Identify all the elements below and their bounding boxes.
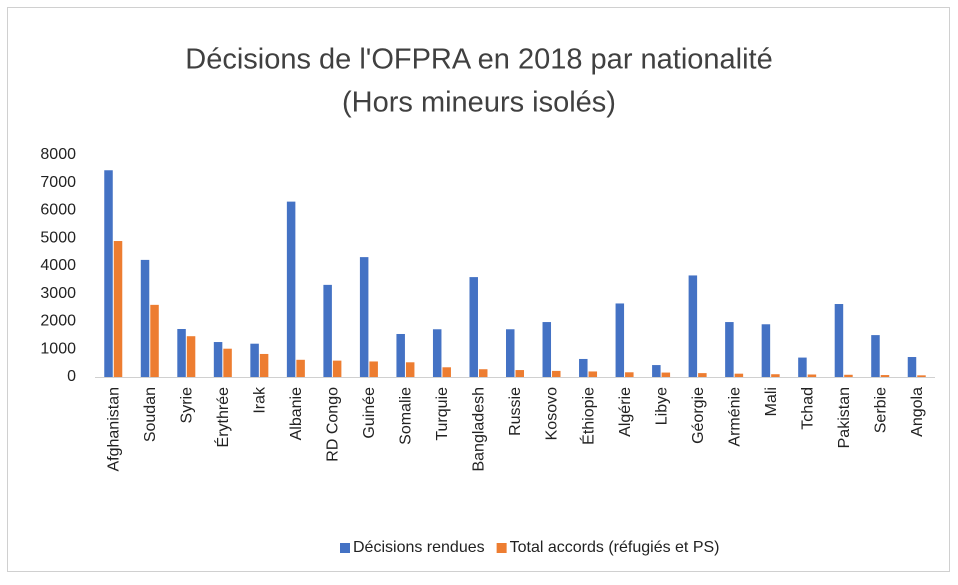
y-tick-label: 1000 xyxy=(40,340,76,357)
x-tick-label: Syrie xyxy=(179,387,196,424)
bar xyxy=(359,257,369,377)
bar xyxy=(579,358,588,377)
bar xyxy=(798,357,807,377)
chart-subtitle: (Hors mineurs isolés) xyxy=(342,87,616,119)
x-tick-label: Éthiopie xyxy=(578,387,597,445)
y-tick-label: 3000 xyxy=(40,285,76,302)
bar xyxy=(542,322,552,377)
x-tick-label: Arménie xyxy=(726,387,743,447)
bar xyxy=(469,277,478,377)
x-tick-label: Mali xyxy=(763,387,780,416)
bar xyxy=(880,375,890,377)
bar xyxy=(332,360,342,377)
bar xyxy=(223,348,232,377)
bar xyxy=(588,371,598,377)
bar xyxy=(661,372,671,377)
legend-label: Décisions rendues xyxy=(353,539,485,556)
x-tick-label: Kosovo xyxy=(544,387,561,440)
bar xyxy=(552,370,561,377)
bar xyxy=(652,365,661,377)
x-tick-label: Serbie xyxy=(872,387,889,433)
bar xyxy=(296,359,305,377)
bar xyxy=(844,374,853,377)
x-tick-label: Érythrée xyxy=(213,387,232,448)
bar xyxy=(432,329,442,377)
bar xyxy=(150,304,159,377)
bar xyxy=(834,304,844,377)
x-tick-label: Tchad xyxy=(799,387,816,430)
x-tick-label: Somalie xyxy=(398,387,415,445)
bar xyxy=(615,303,625,377)
bar xyxy=(625,372,634,377)
bar xyxy=(323,284,332,377)
y-tick-label: 8000 xyxy=(40,146,76,163)
chart-frame xyxy=(7,7,950,572)
bar xyxy=(771,374,780,377)
bar xyxy=(506,329,515,377)
x-tick-label: Afghanistan xyxy=(105,387,122,472)
bar xyxy=(213,342,223,377)
bar xyxy=(442,367,451,377)
bar xyxy=(177,328,186,377)
x-tick-label: Soudan xyxy=(142,387,159,442)
bar xyxy=(871,335,880,377)
bar xyxy=(186,336,196,377)
bar xyxy=(807,374,817,377)
bar xyxy=(917,375,926,377)
bar xyxy=(907,357,917,377)
bar xyxy=(688,275,698,377)
bar xyxy=(725,322,734,377)
x-tick-label: Angola xyxy=(909,387,926,437)
bar xyxy=(515,370,524,377)
x-tick-label: Libye xyxy=(653,387,670,425)
x-tick-label: Pakistan xyxy=(836,387,853,448)
bar xyxy=(140,259,150,377)
bar xyxy=(113,241,123,377)
x-tick-label: Irak xyxy=(252,386,269,414)
legend-label: Total accords (réfugiés et PS) xyxy=(510,539,720,556)
bar xyxy=(104,170,113,377)
x-tick-label: RD Congo xyxy=(325,387,342,462)
bar xyxy=(259,353,269,377)
y-tick-label: 6000 xyxy=(40,202,76,219)
x-tick-label: Algérie xyxy=(617,387,634,437)
x-tick-label: Albanie xyxy=(288,387,305,440)
x-tick-label: Géorgie xyxy=(690,387,707,444)
y-tick-label: 4000 xyxy=(40,257,76,274)
chart-title: Décisions de l'OFPRA en 2018 par nationa… xyxy=(185,44,773,76)
bar xyxy=(405,362,415,377)
legend-swatch xyxy=(340,543,350,553)
bar xyxy=(761,324,771,377)
bar xyxy=(286,201,296,377)
bar xyxy=(250,343,259,377)
legend-swatch xyxy=(496,543,507,553)
bar xyxy=(396,333,405,377)
x-tick-label: Guinée xyxy=(361,387,378,439)
bar xyxy=(698,373,707,377)
bar xyxy=(478,369,488,377)
y-tick-label: 0 xyxy=(67,368,76,385)
y-tick-label: 7000 xyxy=(40,174,76,191)
x-tick-label: Turquie xyxy=(434,387,451,441)
x-tick-label: Russie xyxy=(507,387,524,436)
y-tick-label: 5000 xyxy=(40,229,76,246)
bar xyxy=(734,373,744,377)
bar xyxy=(369,361,378,377)
x-tick-label: Bangladesh xyxy=(471,387,488,472)
y-tick-label: 2000 xyxy=(40,313,76,330)
